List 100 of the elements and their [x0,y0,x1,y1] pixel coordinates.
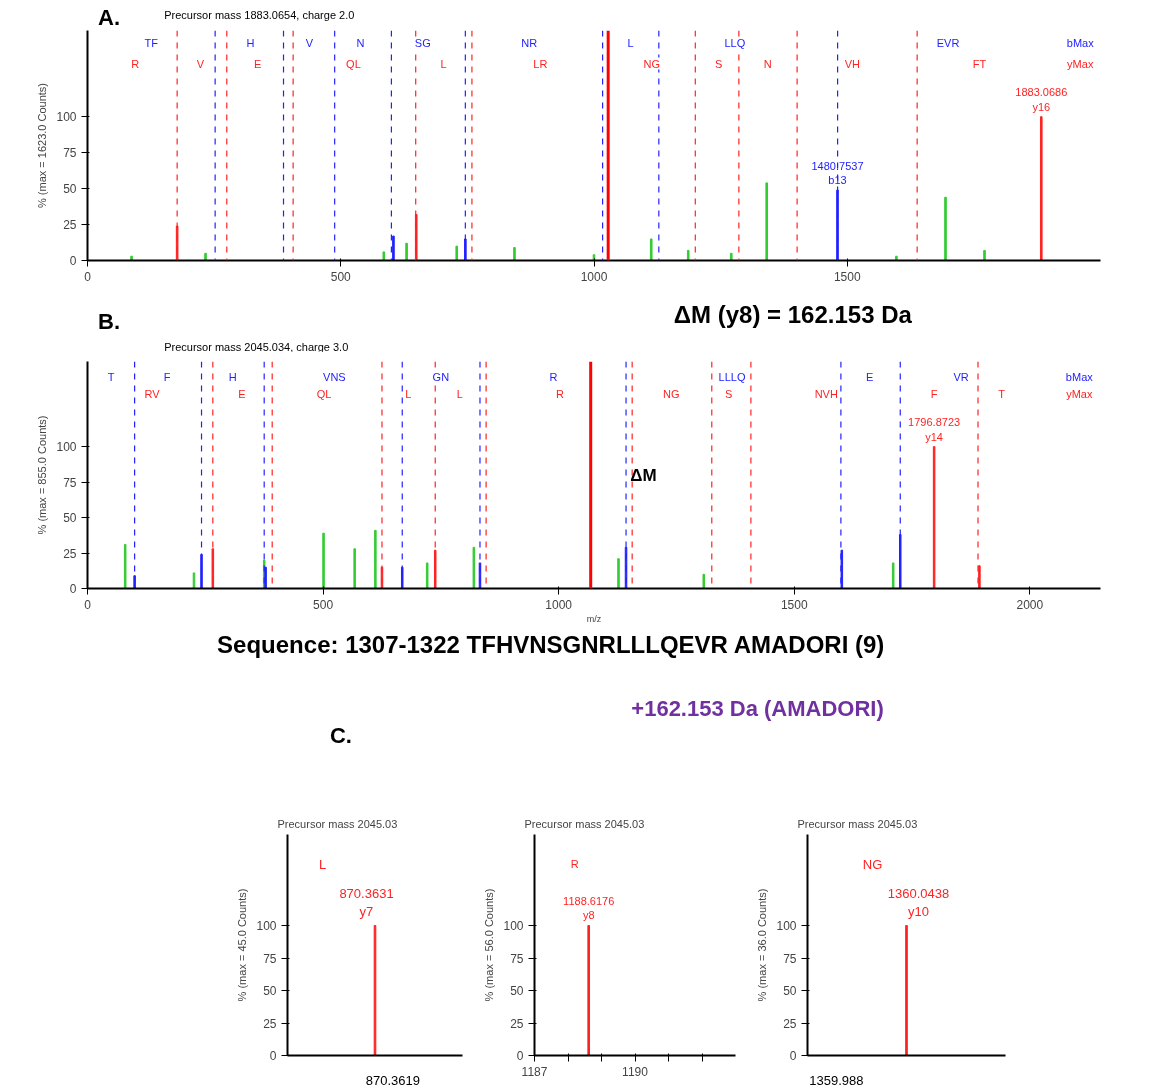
annotation: S [714,57,723,70]
annotation: N [763,57,772,70]
annotation: NG [862,857,883,872]
y-axis-title: % (max = 1623.0 Counts) [36,82,49,209]
y-tick-label: 0 [69,582,77,596]
text: +162.153 Da (AMADORI) [631,695,884,721]
x-tick-label: 2000 [1016,597,1044,612]
y-tick-label: 0 [69,254,77,268]
annotation: 1360.0438 y10 [887,885,950,919]
text: Sequence: 1307-1322 TFHVNSGNRLLLQEVR AMADORI (9) [217,630,885,658]
annotation: NR [521,37,538,50]
y-axis-title: % (max = 36.0 Counts) [756,888,769,1002]
y-tick-label: 25 [63,546,77,561]
annotation: F [163,371,171,384]
annotation: S [725,388,733,401]
annotation: R [556,388,565,401]
annotation: L [440,57,447,70]
y-tick-label: 100 [56,440,77,455]
x-tick-label: 1000 [580,269,608,284]
y-tick-label: 50 [63,182,77,197]
chart-title: Precursor mass 2045.03 [524,817,645,830]
annotation: NVH [814,388,838,401]
annotation: QL [316,388,332,401]
annotation: T [998,388,1006,401]
annotation: QL [346,57,361,70]
y-tick-label: 100 [256,919,277,933]
y-tick-label: 75 [510,951,524,966]
annotation: ΔM [630,465,657,485]
x-tick-label: 1500 [833,269,861,284]
chart-title: Precursor mass 1883.0654, charge 2.0 [164,8,355,21]
y-tick-label: 100 [56,110,77,125]
annotation: V [196,57,205,70]
y-axis-title: % (max = 45.0 Counts) [236,888,249,1002]
annotation: V [305,37,314,50]
y-tick-label: 0 [269,1049,277,1063]
annotation: H [228,371,237,384]
text: C. [329,722,352,748]
y-axis-title: % (max = 56.0 Counts) [483,888,496,1002]
text: 1359.988 [809,1072,864,1088]
y-tick-label: 50 [510,984,524,998]
annotation: H [246,37,255,50]
annotation: T [107,371,115,384]
chart-title: Precursor mass 2045.03 [797,817,918,830]
annotation: R [570,858,579,871]
text: 870.3619 [365,1072,420,1088]
annotation: TF [144,37,159,50]
annotation: SG [414,37,431,50]
annotation: 1796.8723 y14 [908,416,961,443]
x-tick-label: 500 [330,269,352,284]
x-tick-label: 1000 [545,597,573,612]
annotation: VH [844,57,861,70]
annotation: R [549,371,558,384]
y-tick-label: 75 [63,146,77,161]
annotation: yMax [1067,57,1094,70]
x-tick-label: 1190 [622,1064,649,1079]
x-tick-label: 0 [84,597,92,612]
annotation: E [254,57,262,70]
annotation: LLLQ [718,371,746,384]
annotation: E [865,371,874,384]
y-tick-label: 25 [63,218,77,233]
y-tick-label: 100 [776,919,797,933]
y-tick-label: 75 [263,951,277,966]
y-tick-label: 25 [510,1016,524,1031]
y-tick-label: 0 [516,1049,524,1063]
annotation: E [238,388,246,401]
annotation: 1188.6176 y8 [563,895,615,922]
annotation: bMax [1065,371,1094,384]
x-tick-label: 1500 [780,597,808,612]
text: B. [98,308,121,334]
text: A. [98,4,121,30]
annotation: EVR [936,37,960,50]
x-tick-label: 0 [84,269,92,284]
annotation: GN [432,371,450,384]
annotation: L [456,388,463,401]
y-tick-label: 50 [63,511,77,526]
chart-title: Precursor mass 2045.034, charge 3.0 [164,340,349,353]
y-axis-title: % (max = 855.0 Counts) [36,415,49,535]
annotation: 870.3631 y7 [339,885,394,919]
y-tick-label: 50 [263,984,277,998]
annotation: 1883.0686 y16 [1015,86,1068,113]
annotation: bMax [1066,37,1095,50]
x-axis-title: m/z [586,613,602,624]
x-tick-label: 500 [313,597,334,612]
y-tick-label: 75 [63,475,77,490]
y-tick-label: 75 [783,951,797,966]
annotation: R [131,57,140,70]
annotation: FT [972,57,987,70]
text: ΔM (y8) = 162.153 Da [673,300,913,328]
annotation: L [318,857,327,872]
y-tick-label: 25 [783,1016,797,1031]
annotation: F [930,388,938,401]
annotation: L [405,388,412,401]
annotation: L [627,37,634,50]
annotation: NG [643,57,660,70]
annotation: VNS [323,371,346,384]
annotation: VR [953,371,969,384]
x-tick-label: 1187 [521,1064,548,1079]
annotation: N [356,37,365,50]
annotation: NG [663,388,680,401]
y-tick-label: 25 [263,1016,277,1031]
